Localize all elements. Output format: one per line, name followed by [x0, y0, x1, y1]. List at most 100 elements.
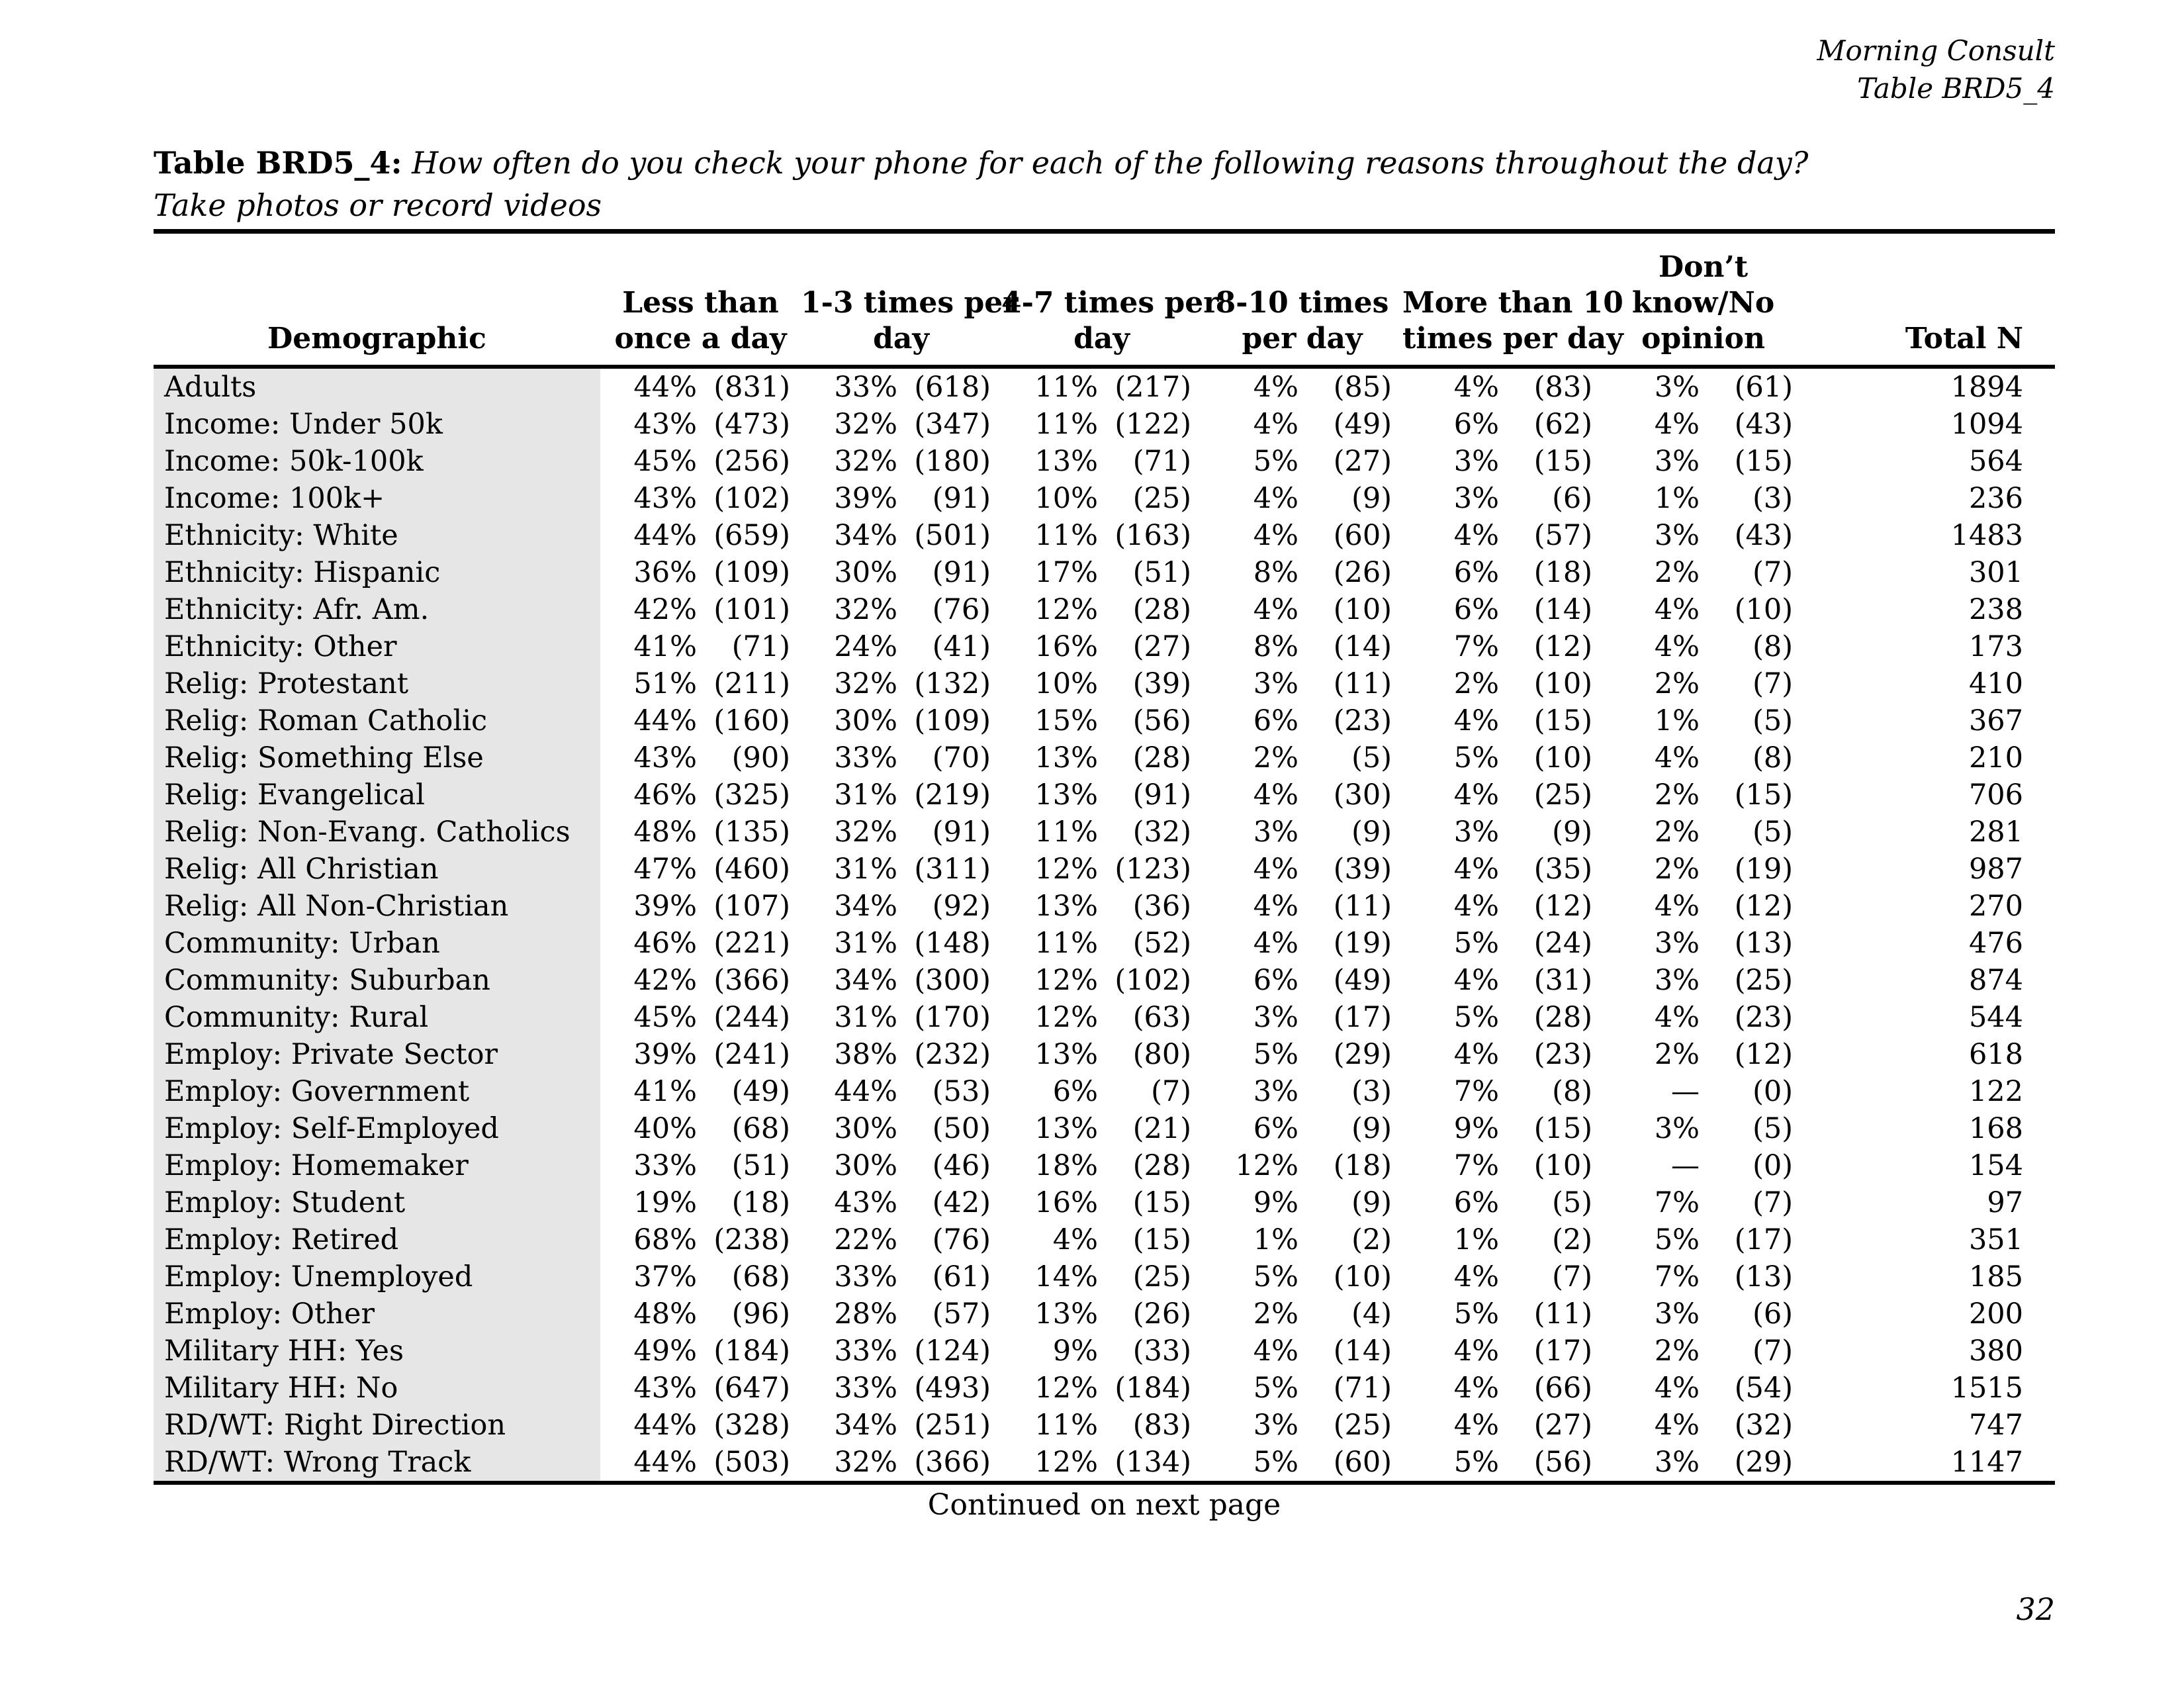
cell-count: (62): [1533, 408, 1593, 441]
cell-count: (10): [1333, 1260, 1392, 1293]
crosstab-table: Demographic Less than once a day 1-3 tim…: [154, 229, 2056, 1485]
cell-count: (17): [1333, 1001, 1392, 1034]
cell-percent: 4%: [1453, 1409, 1500, 1442]
cell-count: (366): [914, 1446, 991, 1479]
cell-percent: 39%: [633, 1038, 697, 1071]
table-title-block: Table BRD5_4: How often do you check you…: [154, 142, 2055, 226]
cell-percent: 2%: [1654, 667, 1700, 700]
cell-percent: 4%: [1253, 408, 1298, 441]
cell-count: (13): [1734, 927, 1794, 960]
cell-percent: 3%: [1253, 1075, 1298, 1108]
table-row: Income: Under 50k 43% (473) 32% (347) 11% (122…: [154, 406, 2055, 443]
cell-count: (61): [1734, 371, 1794, 404]
cell-count: (6): [1552, 482, 1593, 515]
cell-percent: 16%: [1034, 630, 1098, 663]
cell-percent: 45%: [633, 445, 697, 478]
cell-total-n: 200: [1968, 1297, 2024, 1331]
page-number: 32: [2016, 1591, 2055, 1627]
cell-total-n: 706: [1968, 778, 2024, 812]
table-row: Employ: Government 41% (49) 44% (53) 6% (7) 3% (…: [154, 1073, 2055, 1110]
cell-count: (18): [1333, 1149, 1392, 1182]
cell-count: (31): [1533, 964, 1593, 997]
cell-count: (3): [1351, 1075, 1392, 1108]
running-header-source: Morning Consult: [1817, 34, 2055, 67]
cell-percent: 6%: [1453, 1186, 1500, 1219]
cell-count: (170): [914, 1001, 991, 1034]
cell-count: (43): [1734, 408, 1794, 441]
cell-count: (7): [1151, 1075, 1191, 1108]
row-label: Relig: Roman Catholic: [154, 702, 600, 739]
cell-count: (68): [731, 1260, 790, 1293]
cell-count: (32): [1132, 816, 1191, 849]
cell-total-n: 270: [1968, 890, 2024, 923]
table-row: Employ: Student 19% (18) 43% (42) 16% (15) 9% (9…: [154, 1184, 2055, 1221]
row-label: Relig: All Non-Christian: [154, 888, 600, 925]
cell-count: (71): [1333, 1372, 1392, 1405]
cell-count: (51): [1132, 556, 1191, 589]
table-row: Community: Rural 45% (244) 31% (170) 12% (63) 3…: [154, 999, 2055, 1036]
table-row: Employ: Self-Employed 40% (68) 30% (50) 13% (2…: [154, 1110, 2055, 1147]
table-row: Income: 100k+ 43% (102) 39% (91) 10% (25) 4% (9)…: [154, 480, 2055, 517]
cell-percent: 5%: [1453, 1001, 1500, 1034]
cell-percent: 12%: [1034, 964, 1098, 997]
header-row: Demographic Less than once a day 1-3 tim…: [154, 231, 2056, 369]
cell-count: (25): [1533, 778, 1593, 812]
cell-percent: 10%: [1034, 482, 1098, 515]
cell-percent: 32%: [834, 408, 897, 441]
cell-count: (10): [1533, 1149, 1593, 1182]
cell-count: (18): [1533, 556, 1593, 589]
cell-percent: 4%: [1654, 890, 1700, 923]
cell-percent: 5%: [1453, 1446, 1500, 1479]
table-row: RD/WT: Wrong Track 44% (503) 32% (366) 12% (13…: [154, 1444, 2055, 1483]
cell-count: (501): [914, 519, 991, 552]
cell-percent: 3%: [1654, 927, 1700, 960]
cell-percent: 5%: [1453, 741, 1500, 774]
cell-percent: 3%: [1453, 816, 1500, 849]
cell-percent: 4%: [1253, 890, 1298, 923]
cell-percent: 4%: [1453, 778, 1500, 812]
cell-total-n: 122: [1968, 1075, 2024, 1108]
cell-percent: 6%: [1453, 556, 1500, 589]
cell-percent: 46%: [633, 927, 697, 960]
cell-total-n: 544: [1968, 1001, 2024, 1034]
cell-percent: 11%: [1034, 816, 1098, 849]
cell-percent: 32%: [834, 816, 897, 849]
cell-percent: 3%: [1654, 1446, 1700, 1479]
cell-count: (163): [1115, 519, 1191, 552]
cell-percent: 31%: [834, 853, 897, 886]
row-label: Ethnicity: Afr. Am.: [154, 591, 600, 628]
cell-percent: 32%: [834, 1446, 897, 1479]
cell-percent: 3%: [1654, 1297, 1700, 1331]
cell-count: (60): [1333, 1446, 1392, 1479]
cell-total-n: 168: [1968, 1112, 2024, 1145]
cell-count: (50): [932, 1112, 991, 1145]
cell-count: (92): [932, 890, 991, 923]
cell-count: (256): [713, 445, 790, 478]
row-label: Adults: [154, 367, 600, 406]
cell-total-n: 564: [1968, 445, 2024, 478]
table-header: Demographic Less than once a day 1-3 tim…: [154, 231, 2056, 369]
cell-percent: 9%: [1253, 1186, 1298, 1219]
cell-percent: 4%: [1654, 1372, 1700, 1405]
cell-total-n: 1894: [1950, 371, 2024, 404]
cell-count: (85): [1333, 371, 1392, 404]
cell-count: (148): [914, 927, 991, 960]
table-row: Adults 44% (831) 33% (618) 11% (217) 4% (85) 4% (8…: [154, 367, 2055, 406]
cell-count: (180): [914, 445, 991, 478]
cell-percent: 18%: [1034, 1149, 1098, 1182]
cell-count: (76): [932, 1223, 991, 1256]
cell-percent: 8%: [1253, 556, 1298, 589]
cell-count: (26): [1333, 556, 1392, 589]
cell-percent: 4%: [1253, 519, 1298, 552]
cell-count: (46): [932, 1149, 991, 1182]
cell-count: (9): [1552, 816, 1593, 849]
cell-percent: 2%: [1654, 1038, 1700, 1071]
table-row: Employ: Retired 68% (238) 22% (76) 4% (15) 1% (2…: [154, 1221, 2055, 1258]
running-header-table-id: Table BRD5_4: [1857, 72, 2055, 105]
cell-count: (8): [1752, 741, 1794, 774]
cell-total-n: 618: [1968, 1038, 2024, 1071]
col-header-4-7-times: 4-7 times per day: [1001, 231, 1218, 369]
cell-count: (15): [1533, 704, 1593, 737]
cell-count: (12): [1533, 630, 1593, 663]
cell-percent: 14%: [1034, 1260, 1098, 1293]
